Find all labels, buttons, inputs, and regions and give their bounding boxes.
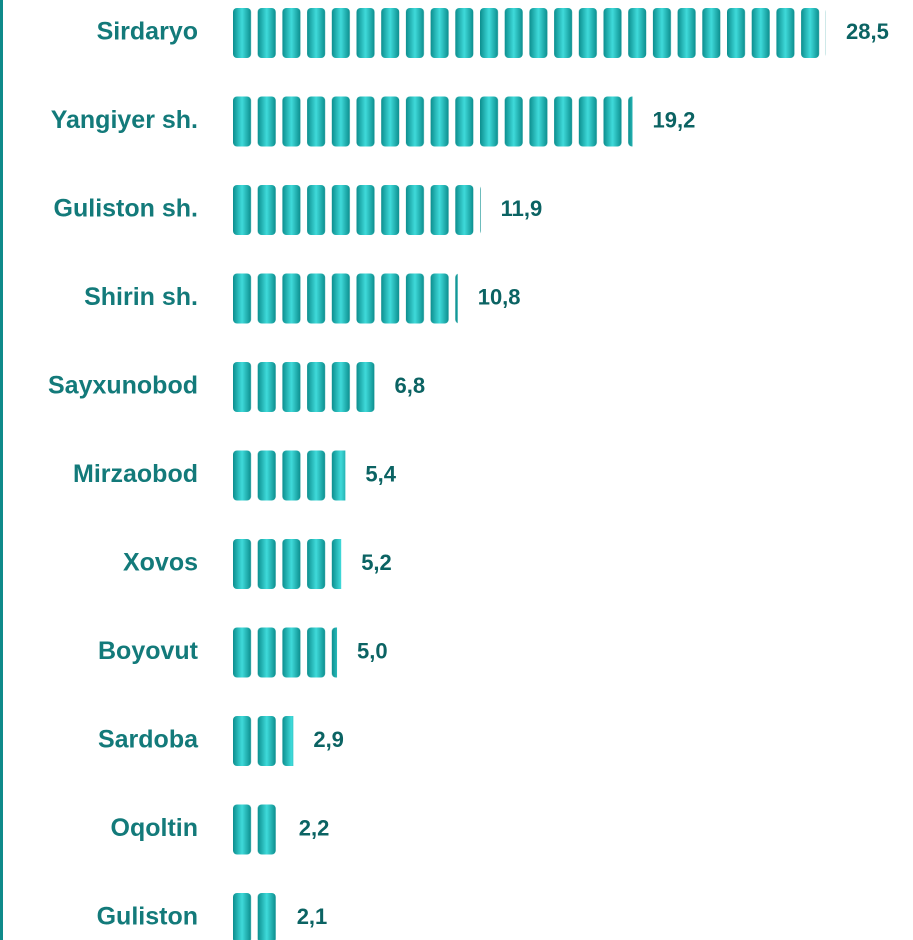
category-label: Mirzaobod <box>73 460 198 488</box>
value-label: 5,0 <box>357 638 388 663</box>
value-label: 2,2 <box>299 815 330 840</box>
value-label: 28,5 <box>846 19 889 44</box>
category-label: Guliston <box>97 903 198 931</box>
category-label: Guliston sh. <box>54 195 198 223</box>
value-label: 6,8 <box>394 373 425 398</box>
bar <box>233 96 633 147</box>
value-label: 19,2 <box>652 107 695 132</box>
bar <box>233 627 338 678</box>
category-label: Sayxunobod <box>48 372 198 400</box>
category-label: Yangiyer sh. <box>51 106 198 134</box>
category-label: Sardoba <box>98 726 199 754</box>
bar <box>233 8 826 58</box>
category-label: Xovos <box>123 549 198 577</box>
category-label: Boyovut <box>98 637 199 665</box>
left-border <box>0 0 3 940</box>
category-label: Shirin sh. <box>84 283 198 311</box>
category-label: Oqoltin <box>111 814 198 842</box>
value-label: 11,9 <box>501 196 543 221</box>
value-label: 10,8 <box>478 284 521 309</box>
bar <box>233 450 346 501</box>
bar <box>233 893 277 940</box>
value-label: 5,4 <box>365 461 396 486</box>
value-label: 5,2 <box>361 550 392 575</box>
bar <box>233 539 342 589</box>
bar <box>233 716 294 766</box>
value-label: 2,1 <box>297 904 328 929</box>
bar <box>233 273 458 324</box>
value-label: 2,9 <box>313 727 344 752</box>
category-label: Sirdaryo <box>97 18 198 46</box>
bar <box>233 362 375 412</box>
bar <box>233 185 481 235</box>
bar <box>233 804 279 855</box>
